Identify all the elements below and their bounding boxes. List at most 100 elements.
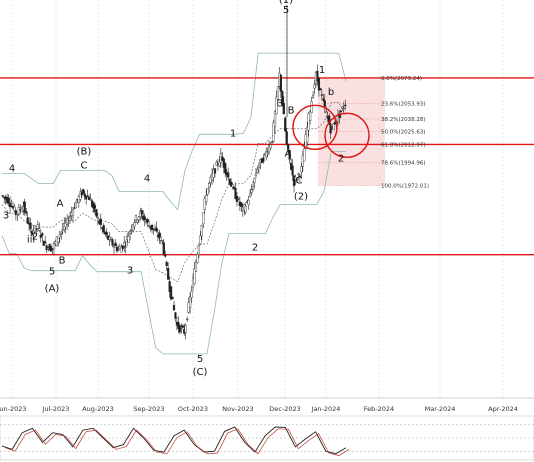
candle-body (206, 188, 209, 195)
candle-body (60, 231, 63, 234)
candle-body (38, 228, 41, 231)
candle-body (262, 157, 265, 162)
x-tick-label: Apr-2024 (488, 405, 518, 413)
wave-label: b (328, 87, 334, 98)
x-tick-label: Aug-2023 (82, 405, 114, 413)
x-tick-label: Mar-2024 (425, 405, 456, 413)
upper-band (2, 52, 347, 211)
candle-body (249, 193, 252, 197)
candle-body (200, 225, 203, 237)
candle-body (95, 209, 98, 217)
candle-body (161, 240, 164, 242)
candle-body (297, 173, 300, 175)
candle-body (52, 243, 56, 250)
candle-body (247, 200, 250, 205)
candle-body (64, 222, 67, 228)
candle-body (134, 215, 138, 221)
candle-body (224, 163, 227, 174)
candle-body (171, 296, 174, 300)
candle-body (287, 144, 290, 150)
candle-body (276, 86, 280, 100)
horizontal-levels (0, 77, 534, 256)
candle-body (133, 222, 136, 227)
candle-body (284, 117, 287, 132)
candle-body (14, 210, 18, 216)
candle-body (323, 100, 326, 107)
x-tick-label: Feb-2024 (364, 405, 394, 413)
candle-body (222, 158, 225, 168)
candle-body (111, 239, 114, 246)
candle-body (121, 245, 124, 249)
candle-body (322, 98, 325, 101)
candle-body (231, 184, 234, 188)
candle-body (180, 327, 183, 329)
candle-body (190, 291, 193, 298)
candle-body (268, 145, 271, 152)
wave-label: 4 (9, 163, 15, 174)
candle-body (189, 296, 192, 309)
wave-label: 2 (32, 232, 38, 243)
candle-body (229, 181, 233, 187)
target-circle (292, 104, 338, 151)
candle-body (307, 113, 310, 131)
candle-body (285, 131, 288, 145)
candle-body (256, 169, 259, 173)
candle-body (152, 228, 155, 230)
middle-band (1, 102, 347, 283)
candle-body (42, 240, 45, 246)
candle-body (270, 141, 274, 143)
candle-body (99, 218, 102, 226)
candle-body (181, 325, 184, 328)
candle-body (329, 124, 332, 134)
candle-body (112, 246, 116, 248)
x-tick-label: Nov-2023 (222, 405, 253, 413)
candle-body (87, 197, 91, 200)
candle-body (184, 325, 187, 333)
candle-body (199, 235, 202, 245)
candle-body (128, 231, 132, 234)
wave-label: 3 (3, 211, 9, 222)
candle-body (273, 111, 277, 127)
candle-body (105, 231, 108, 235)
candle-body (309, 110, 312, 121)
candle-body (186, 318, 189, 321)
wave-label: 5 (283, 5, 289, 16)
fibonacci-zone (318, 77, 385, 186)
candle-body (164, 254, 167, 257)
candle-body (114, 242, 117, 247)
x-tick-label: Jun-2023 (0, 405, 27, 413)
candle-body (131, 224, 135, 231)
x-tick-label: Jan-2024 (311, 405, 341, 413)
candle-body (272, 122, 275, 142)
candle-body (317, 77, 321, 91)
wave-label: 3 (127, 266, 133, 277)
candle-body (79, 191, 82, 200)
candle-body (58, 234, 61, 238)
x-tick-label: Oct-2023 (178, 405, 208, 413)
candle-body (320, 94, 323, 96)
fib-label: 100.0%(1972.01) (381, 183, 429, 189)
candle-body (244, 206, 247, 213)
candle-body (303, 148, 306, 162)
candle-body (136, 219, 139, 223)
wave-label: B (288, 105, 295, 116)
wave-label: 3 (277, 98, 283, 109)
wave-label: A (285, 148, 292, 159)
candle-body (102, 225, 105, 232)
wave-label: C (296, 175, 303, 186)
candle-body (311, 95, 315, 98)
candle-body (294, 177, 297, 180)
candle-body (93, 205, 97, 209)
candle-body (265, 151, 268, 158)
candle-body (178, 325, 181, 333)
candle-body (85, 195, 88, 200)
candle-body (26, 217, 29, 224)
target-circles (292, 104, 370, 159)
wave-label: 5 (197, 354, 203, 365)
oscillator-signal (4, 428, 350, 456)
candle-body (127, 235, 130, 243)
candle-body (8, 202, 12, 207)
candle-body (310, 101, 313, 113)
wave-label: (A) (45, 284, 60, 295)
